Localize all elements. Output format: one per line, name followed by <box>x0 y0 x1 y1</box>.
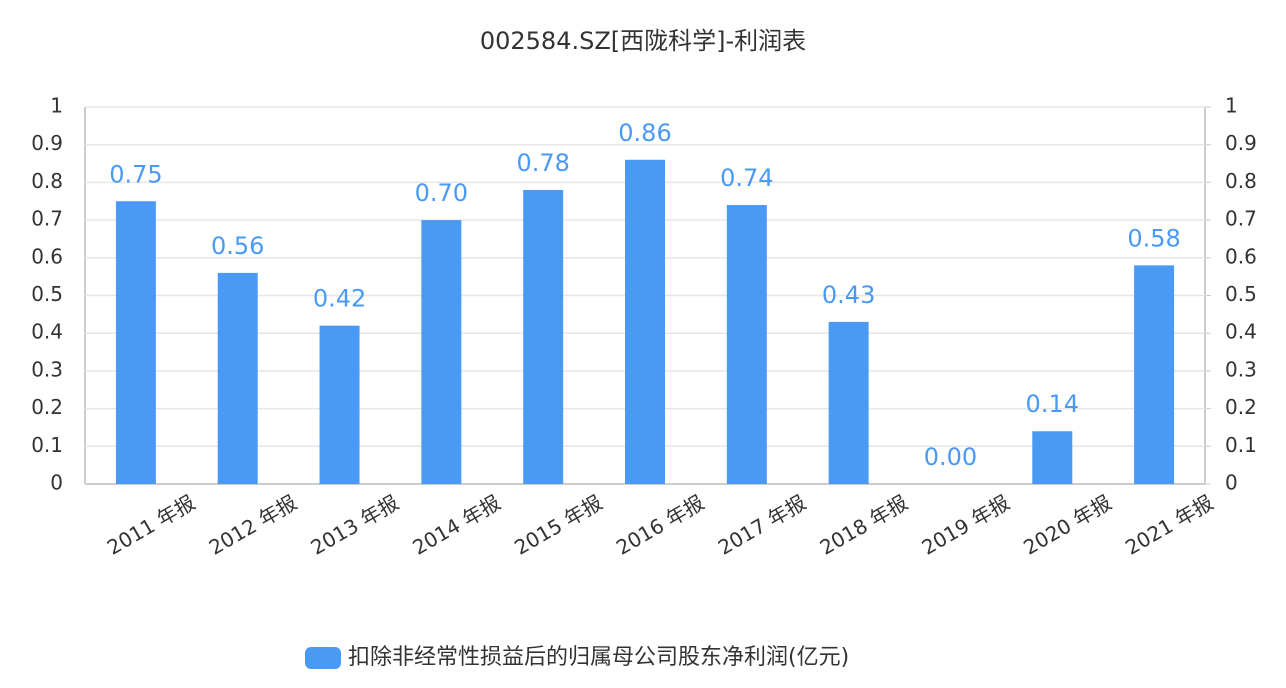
y-tick-label: 0.1 <box>31 433 63 457</box>
bar <box>1032 431 1073 484</box>
y-tick-label: 0 <box>50 471 63 495</box>
y2-tick-label: 1 <box>1225 94 1238 118</box>
x-tick-label: 2012 年报 <box>205 490 301 559</box>
value-label: 0.43 <box>822 281 875 309</box>
x-tick-label: 2015 年报 <box>510 490 606 559</box>
value-label: 0.75 <box>109 160 162 188</box>
value-label: 0.56 <box>211 232 264 260</box>
chart-title: 002584.SZ[西陇科学]-利润表 <box>480 27 806 55</box>
bar <box>217 272 258 484</box>
bar <box>726 205 767 484</box>
bar <box>1134 265 1175 484</box>
y-tick-label: 1 <box>50 94 63 118</box>
y-tick-label: 0.7 <box>31 207 63 231</box>
x-tick-label: 2018 年报 <box>816 490 912 559</box>
bar <box>319 325 360 484</box>
y2-tick-label: 0.8 <box>1225 169 1257 193</box>
y2-tick-label: 0.5 <box>1225 282 1257 306</box>
y2-tick-label: 0.9 <box>1225 131 1257 155</box>
bar <box>828 321 869 484</box>
legend-swatch <box>305 647 341 669</box>
value-label: 0.70 <box>415 179 468 207</box>
y-tick-label: 0.8 <box>31 169 63 193</box>
x-tick-label: 2013 年报 <box>307 490 403 559</box>
y2-tick-label: 0.4 <box>1225 320 1257 344</box>
x-tick-label: 2020 年报 <box>1019 490 1115 559</box>
value-label: 0.00 <box>924 443 977 471</box>
x-tick-label: 2011 年报 <box>103 490 199 559</box>
value-label: 0.58 <box>1127 224 1180 252</box>
bar <box>523 189 564 484</box>
y2-tick-label: 0 <box>1225 471 1238 495</box>
value-label: 0.42 <box>313 285 366 313</box>
y2-tick-label: 0.1 <box>1225 433 1257 457</box>
y-tick-label: 0.9 <box>31 131 63 155</box>
legend-label: 扣除非经常性损益后的归属母公司股东净利润(亿元) <box>348 645 849 670</box>
y-tick-label: 0.3 <box>31 357 63 381</box>
x-tick-label: 2014 年报 <box>408 490 504 559</box>
y2-tick-label: 0.7 <box>1225 207 1257 231</box>
y2-tick-label: 0.6 <box>1225 244 1257 268</box>
bar <box>115 201 156 484</box>
x-tick-label: 2021 年报 <box>1121 490 1217 559</box>
x-tick-label: 2019 年报 <box>917 490 1013 559</box>
bar <box>625 159 665 484</box>
y-tick-label: 0.2 <box>31 395 63 419</box>
y-tick-label: 0.6 <box>31 244 63 268</box>
y-tick-label: 0.5 <box>31 282 63 306</box>
value-label: 0.74 <box>720 164 773 192</box>
x-tick-label: 2017 年报 <box>714 490 810 559</box>
y2-tick-label: 0.2 <box>1225 395 1257 419</box>
value-label: 0.86 <box>618 119 671 147</box>
value-label: 0.78 <box>516 149 569 177</box>
y-tick-label: 0.4 <box>31 320 63 344</box>
y2-tick-label: 0.3 <box>1225 357 1257 381</box>
value-label: 0.14 <box>1026 390 1079 418</box>
bar <box>421 220 462 484</box>
x-tick-label: 2016 年报 <box>612 490 708 559</box>
